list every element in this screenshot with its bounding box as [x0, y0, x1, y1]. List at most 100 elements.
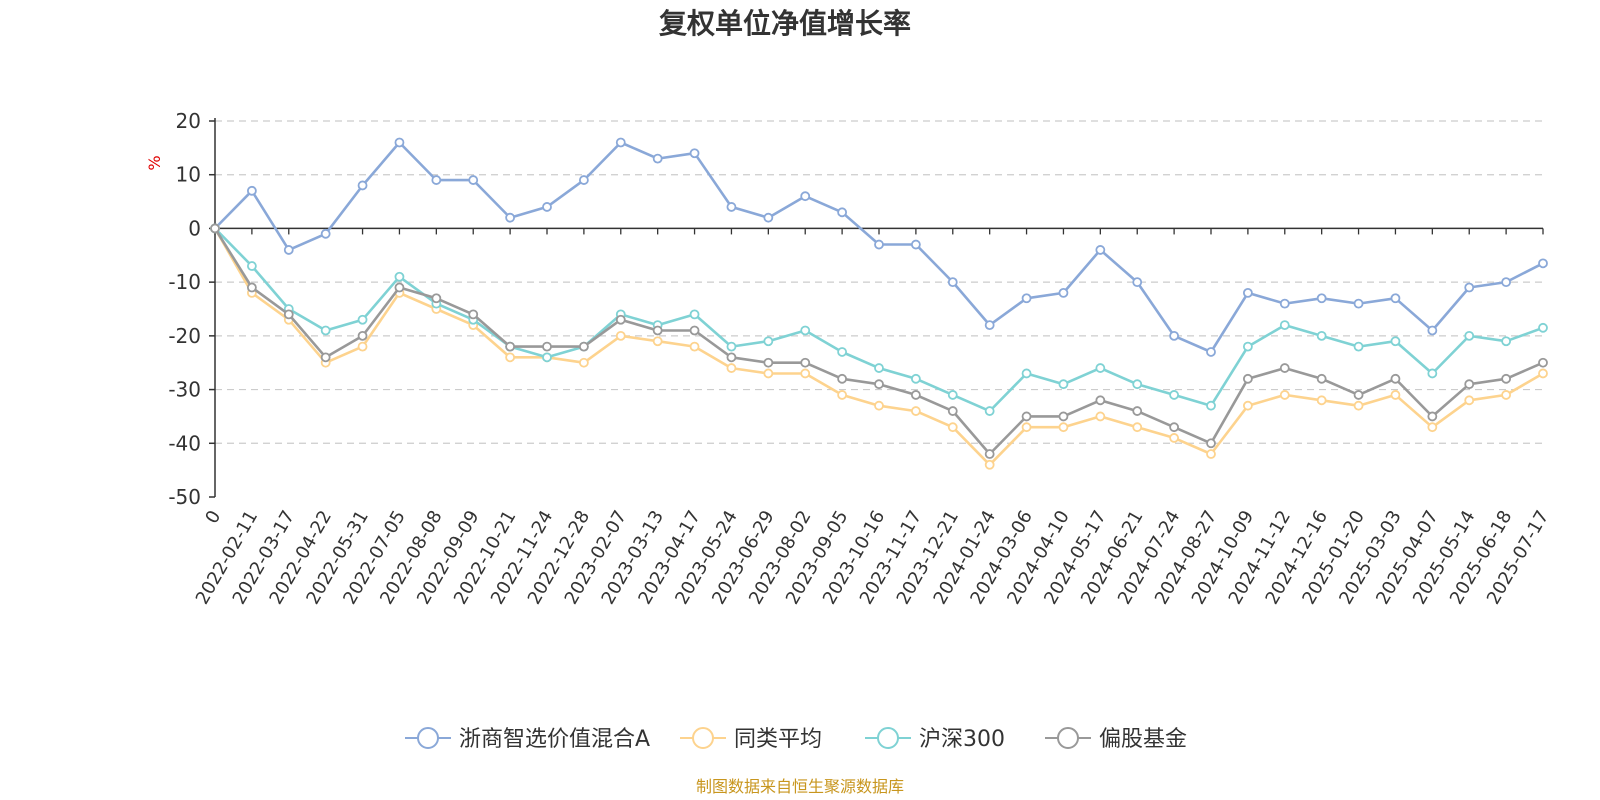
legend-marker: [692, 727, 714, 749]
legend-label: 偏股基金: [1099, 727, 1187, 752]
data-point: [652, 153, 663, 164]
data-point: [874, 379, 884, 390]
data-point: [1058, 287, 1069, 298]
y-tick-label: 0: [188, 216, 201, 240]
data-point: [1206, 347, 1216, 357]
data-point: [874, 400, 884, 411]
data-point: [505, 212, 516, 223]
data-point: [837, 390, 848, 400]
grid: [215, 120, 1543, 444]
data-point: [1206, 400, 1216, 411]
data-point: [320, 228, 331, 239]
data-point: [1169, 390, 1180, 400]
series-1: [210, 223, 1548, 470]
data-point: [1169, 433, 1180, 443]
legend-label: 同类平均: [734, 727, 822, 752]
series-lines: [210, 137, 1548, 470]
data-point: [1501, 277, 1512, 288]
data-point: [1279, 298, 1290, 309]
legend-item[interactable]: 同类平均: [680, 727, 822, 752]
series-line: [213, 227, 1544, 467]
legend-label: 沪深300: [919, 727, 1005, 752]
data-point: [947, 406, 958, 416]
data-point: [1132, 277, 1143, 288]
data-point: [984, 406, 995, 416]
data-point: [1095, 395, 1106, 406]
data-point: [763, 212, 774, 223]
data-point: [689, 309, 700, 320]
data-point: [689, 325, 700, 336]
data-point: [1316, 330, 1327, 341]
data-point: [837, 207, 848, 218]
data-point: [1316, 293, 1327, 304]
data-point: [726, 352, 737, 363]
data-point: [1169, 422, 1180, 433]
data-point: [1242, 341, 1253, 352]
data-point: [689, 341, 700, 352]
y-tick-label: -40: [168, 431, 201, 455]
legend-marker: [1057, 727, 1079, 749]
data-point: [1279, 320, 1290, 331]
chart-title: 复权单位净值增长率: [659, 7, 911, 40]
data-point: [1169, 330, 1180, 341]
legend-marker: [877, 727, 899, 749]
data-point: [615, 330, 626, 341]
legend: 浙商智选价值混合A 同类平均 沪深300 偏股基金: [405, 727, 1187, 752]
data-point: [910, 406, 921, 416]
data-point: [837, 347, 848, 357]
y-axis-label: %: [145, 155, 164, 170]
data-point: [1353, 341, 1364, 352]
data-point: [615, 137, 626, 148]
data-point: [394, 137, 405, 148]
data-point: [1316, 373, 1327, 384]
data-point: [1206, 449, 1216, 459]
x-tick-label: 0: [201, 507, 225, 527]
data-point: [874, 239, 884, 250]
y-tick-label: -10: [168, 270, 201, 294]
data-point: [1464, 282, 1475, 293]
data-point: [1427, 411, 1438, 422]
data-point: [984, 320, 995, 331]
data-point: [1095, 363, 1106, 373]
data-point: [1021, 293, 1032, 304]
legend-item[interactable]: 浙商智选价值混合A: [405, 727, 650, 752]
data-point: [800, 191, 811, 202]
data-point: [947, 390, 958, 400]
data-point: [1390, 336, 1401, 347]
data-point: [1538, 258, 1548, 269]
data-point: [1058, 422, 1069, 433]
data-point: [542, 202, 552, 212]
data-point: [1538, 368, 1548, 379]
data-point: [468, 309, 479, 320]
data-point: [726, 202, 737, 212]
data-point: [394, 271, 405, 282]
data-point: [1464, 379, 1475, 390]
data-point: [1095, 245, 1106, 255]
data-point: [1427, 422, 1438, 433]
data-point: [652, 325, 663, 336]
data-point: [1132, 406, 1143, 416]
data-point: [246, 282, 257, 293]
data-point: [689, 148, 700, 159]
data-point: [910, 373, 921, 384]
data-point: [505, 352, 516, 363]
data-point: [947, 277, 958, 288]
legend-item[interactable]: 沪深300: [865, 727, 1005, 752]
data-point: [1242, 400, 1253, 411]
data-point: [1427, 325, 1438, 336]
y-tick-label: 20: [176, 109, 201, 133]
data-source-note: 制图数据来自恒生聚源数据库: [696, 777, 904, 796]
data-point: [320, 352, 331, 363]
data-point: [578, 357, 589, 368]
data-point: [1095, 411, 1106, 422]
legend-label: 浙商智选价值混合A: [459, 727, 650, 752]
data-point: [1132, 379, 1143, 390]
data-point: [542, 352, 552, 363]
legend-item[interactable]: 偏股基金: [1045, 727, 1187, 752]
data-point: [726, 363, 737, 373]
data-point: [283, 245, 294, 255]
data-point: [910, 239, 921, 250]
data-point: [763, 368, 774, 379]
data-point: [246, 261, 257, 271]
